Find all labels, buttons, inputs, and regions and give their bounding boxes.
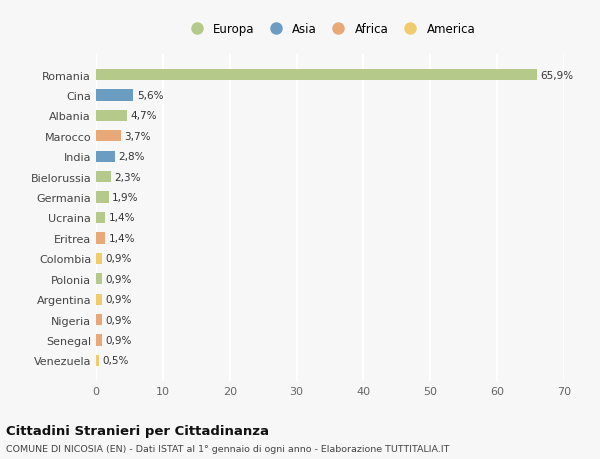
Text: 0,9%: 0,9% xyxy=(106,274,132,284)
Text: 0,9%: 0,9% xyxy=(106,315,132,325)
Bar xyxy=(96,151,115,162)
Text: 2,3%: 2,3% xyxy=(115,172,141,182)
Legend: Europa, Asia, Africa, America: Europa, Asia, Africa, America xyxy=(180,19,480,41)
Text: 1,4%: 1,4% xyxy=(109,213,135,223)
Bar xyxy=(96,314,102,325)
Text: COMUNE DI NICOSIA (EN) - Dati ISTAT al 1° gennaio di ogni anno - Elaborazione TU: COMUNE DI NICOSIA (EN) - Dati ISTAT al 1… xyxy=(6,444,449,453)
Bar xyxy=(96,294,102,305)
Bar xyxy=(96,192,109,203)
Bar xyxy=(96,213,106,224)
Text: 1,4%: 1,4% xyxy=(109,233,135,243)
Text: Cittadini Stranieri per Cittadinanza: Cittadini Stranieri per Cittadinanza xyxy=(6,425,269,437)
Text: 0,9%: 0,9% xyxy=(106,335,132,345)
Bar xyxy=(96,233,106,244)
Bar xyxy=(96,172,112,183)
Text: 65,9%: 65,9% xyxy=(540,71,573,80)
Bar xyxy=(96,253,102,264)
Text: 3,7%: 3,7% xyxy=(124,132,151,141)
Text: 0,5%: 0,5% xyxy=(103,356,129,365)
Bar xyxy=(96,70,536,81)
Text: 0,9%: 0,9% xyxy=(106,295,132,304)
Bar xyxy=(96,90,133,101)
Text: 4,7%: 4,7% xyxy=(131,111,157,121)
Bar xyxy=(96,274,102,285)
Bar xyxy=(96,355,100,366)
Text: 0,9%: 0,9% xyxy=(106,254,132,264)
Text: 5,6%: 5,6% xyxy=(137,91,163,101)
Bar xyxy=(96,131,121,142)
Bar xyxy=(96,111,127,122)
Bar xyxy=(96,335,102,346)
Text: 1,9%: 1,9% xyxy=(112,193,139,203)
Text: 2,8%: 2,8% xyxy=(118,152,145,162)
